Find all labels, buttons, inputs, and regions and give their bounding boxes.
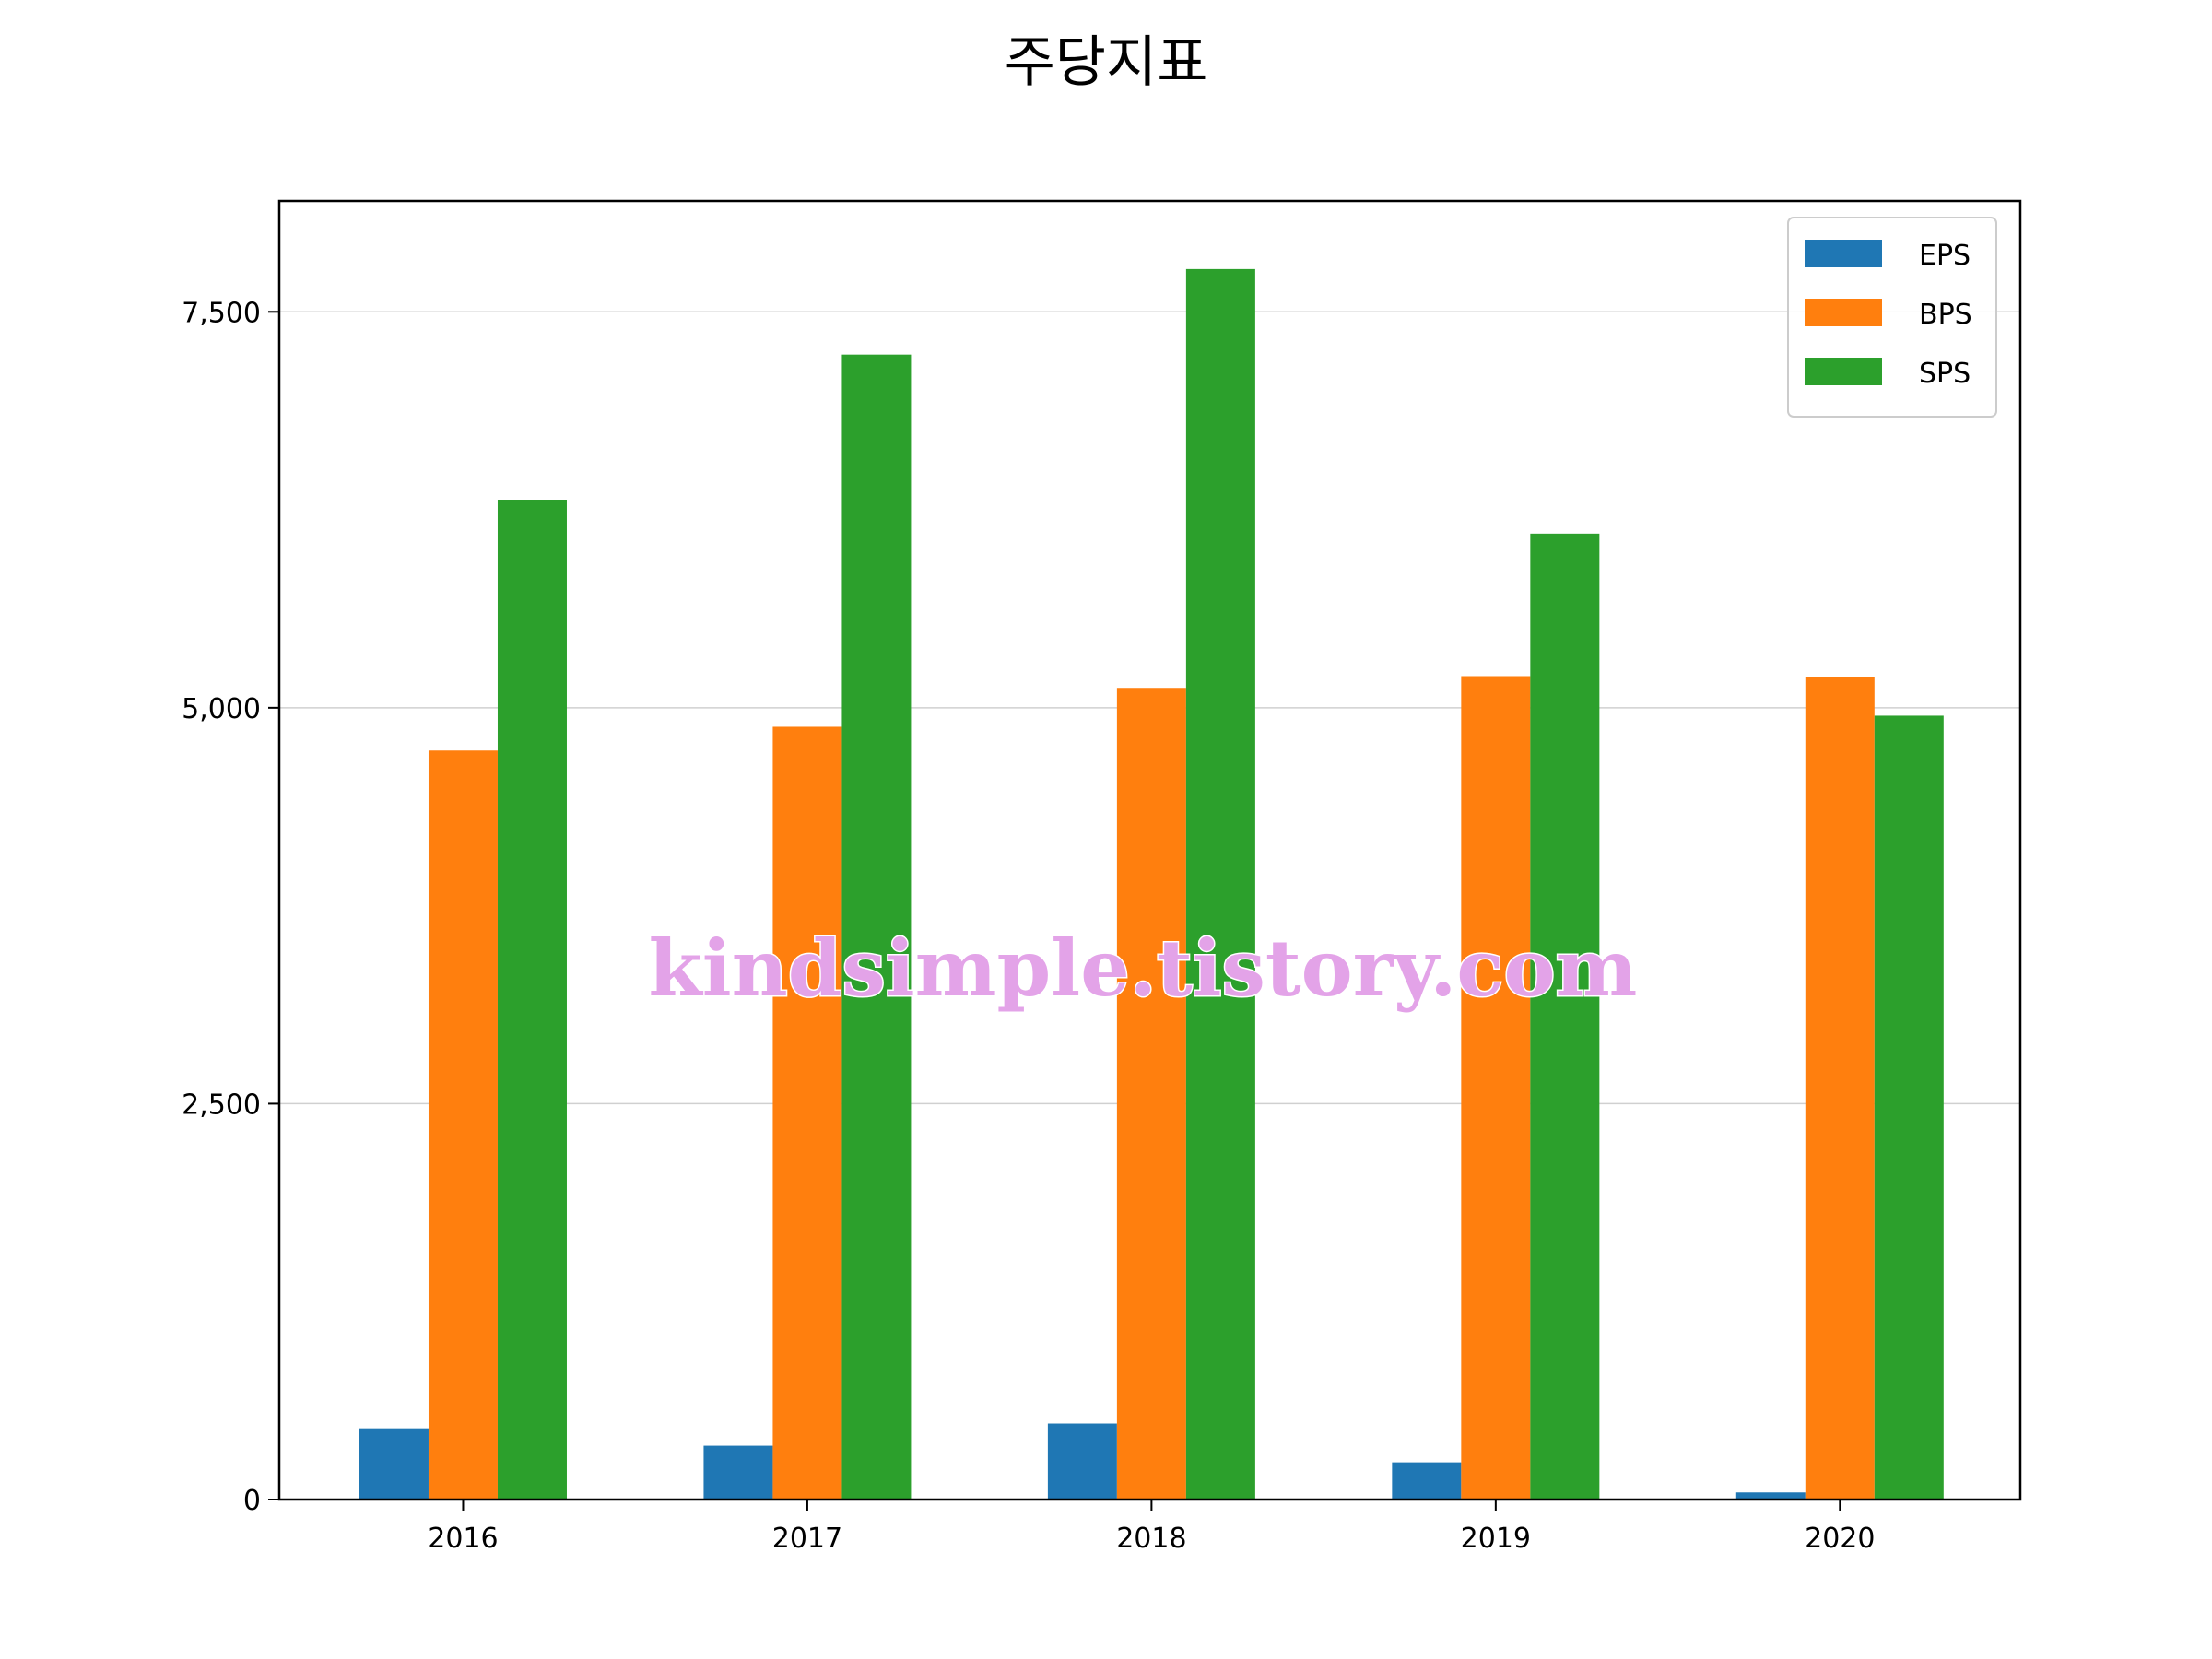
legend-label-bps: BPS (1919, 299, 1972, 331)
bar-bps-2019 (1461, 676, 1531, 1500)
bar-sps-2018 (1185, 268, 1255, 1500)
bar-bps-2018 (1116, 688, 1186, 1500)
plot-area-frame (277, 199, 2022, 1501)
x-axis: 2016 2017 2018 2019 2020 (428, 1500, 1875, 1555)
y-tick-label: 0 (243, 1485, 261, 1517)
bar-sps-2020 (1874, 715, 1944, 1500)
legend-swatch-sps (1805, 358, 1882, 385)
x-tick-label: 2018 (1116, 1523, 1186, 1555)
y-tick-label: 2,500 (182, 1088, 261, 1121)
bar-sps-2019 (1530, 533, 1600, 1500)
bar-sps-2017 (841, 354, 912, 1500)
bar-eps-2016 (359, 1428, 429, 1500)
bar-sps-2016 (497, 500, 567, 1500)
x-tick-label: 2016 (428, 1523, 498, 1555)
watermark-text: kindsimple.tistory.com (649, 923, 1638, 1014)
x-tick-label: 2020 (1805, 1523, 1875, 1555)
x-tick-label: 2019 (1461, 1523, 1531, 1555)
y-tick-label: 7,500 (182, 297, 261, 329)
legend-swatch-bps (1805, 299, 1882, 326)
bar-bps-2020 (1805, 677, 1875, 1500)
x-tick-label: 2017 (772, 1523, 842, 1555)
y-axis: 0 2,500 5,000 7,500 (182, 297, 279, 1517)
bar-eps-2019 (1392, 1462, 1462, 1500)
chart-title: 주당지표 (1005, 30, 1208, 95)
bar-eps-2017 (703, 1445, 773, 1500)
bar-bps-2017 (772, 726, 842, 1500)
legend-swatch-eps (1805, 240, 1882, 267)
bar-eps-2020 (1735, 1492, 1806, 1500)
bar-bps-2016 (428, 750, 498, 1500)
legend-label-eps: EPS (1919, 240, 1971, 272)
legend: EPS BPS SPS (1787, 217, 1997, 418)
y-tick-label: 5,000 (182, 693, 261, 725)
bar-eps-2018 (1047, 1423, 1117, 1500)
bars (359, 268, 1944, 1500)
legend-label-sps: SPS (1919, 358, 1971, 390)
